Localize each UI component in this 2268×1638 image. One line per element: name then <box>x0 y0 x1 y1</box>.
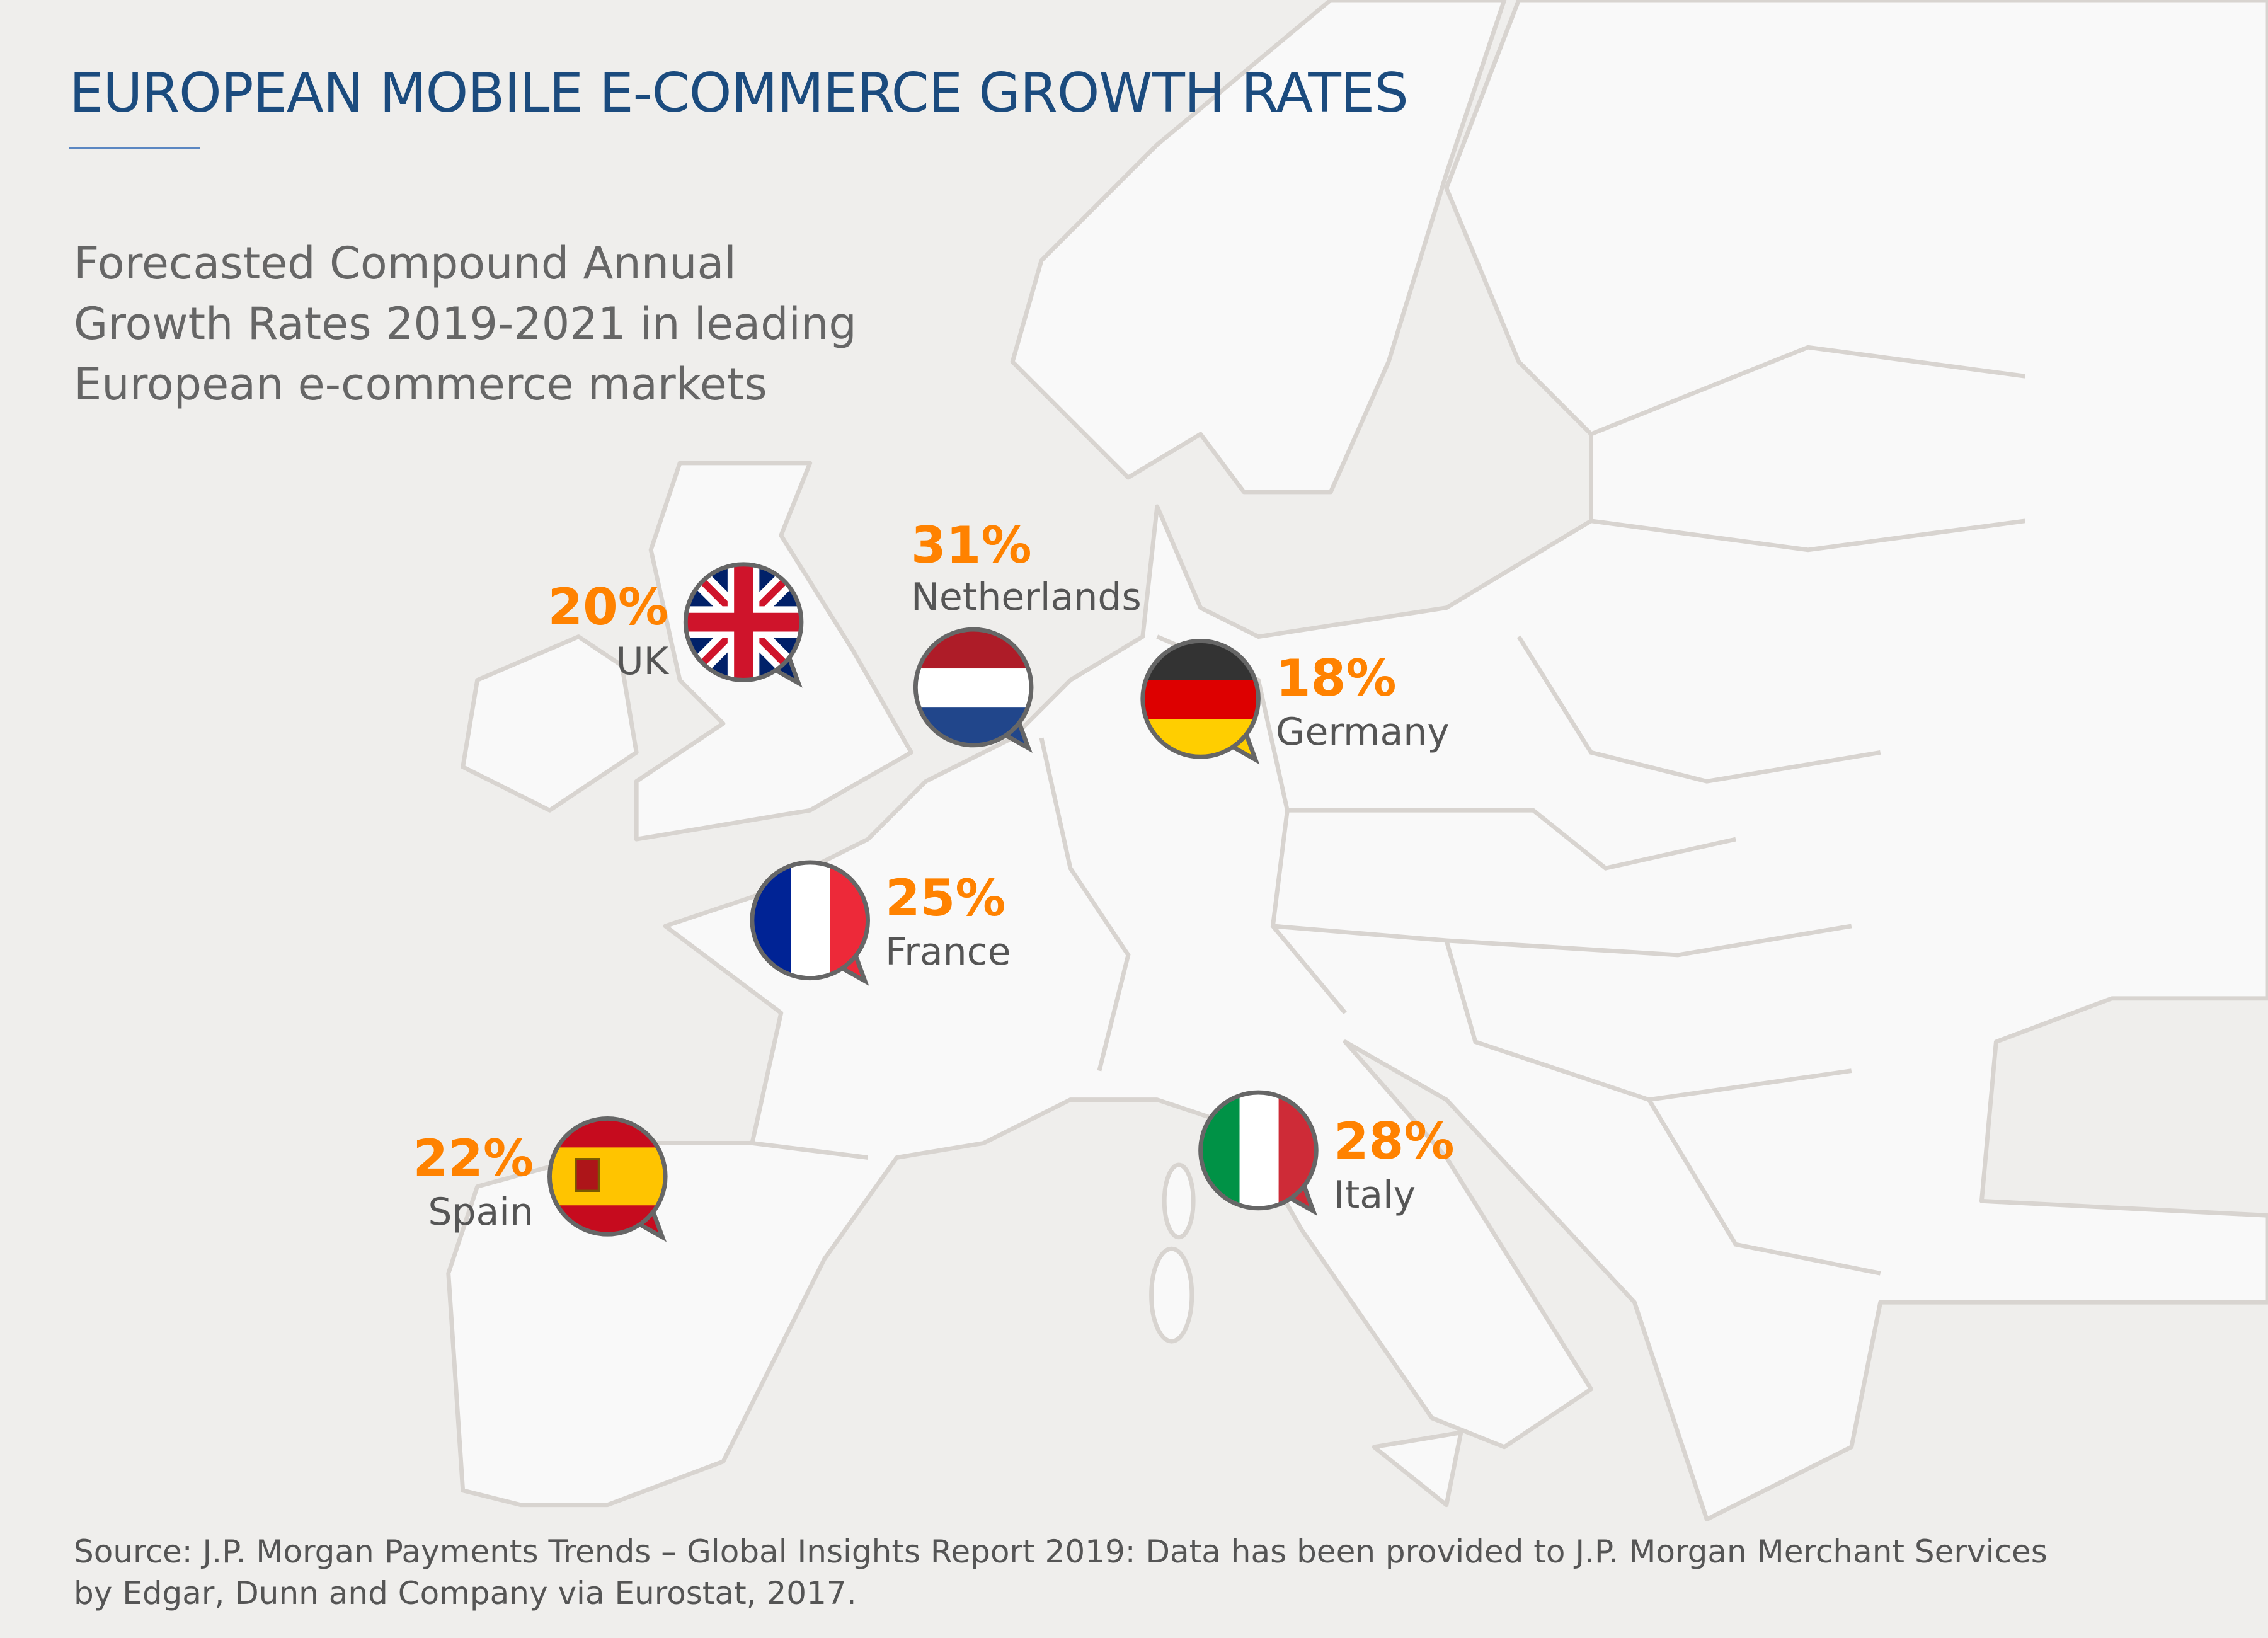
italy-flag-icon <box>1198 1090 1319 1216</box>
france-flag-icon <box>750 860 870 986</box>
italy-label: Italy <box>1334 1173 1416 1217</box>
netherlands-rate: 31% <box>911 516 1032 575</box>
continent-land <box>446 0 2268 1522</box>
italy-rate: 28% <box>1334 1112 1455 1171</box>
sardinia-land <box>1149 1246 1194 1344</box>
france-rate: 25% <box>885 869 1006 927</box>
germany-label: Germany <box>1276 710 1450 754</box>
page-title: EUROPEAN MOBILE E-COMMERCE GROWTH RATES <box>69 62 1409 125</box>
corsica-land <box>1162 1162 1196 1240</box>
uk-label: UK <box>616 639 668 684</box>
title-underline <box>69 147 200 149</box>
netherlands-flag-icon <box>913 627 1034 753</box>
uk-rate: 20% <box>547 578 668 636</box>
scandinavia-land <box>1010 0 1507 495</box>
sicily-land <box>1372 1430 1463 1508</box>
uk-flag-icon <box>683 562 804 688</box>
subtitle: Forecasted Compound Annual Growth Rates … <box>74 238 857 410</box>
spain-label: Spain <box>428 1190 534 1234</box>
netherlands-label: Netherlands <box>911 575 1142 619</box>
germany-flag-icon <box>1140 639 1261 765</box>
source-note: Source: J.P. Morgan Payments Trends – Gl… <box>74 1533 2048 1612</box>
spain-flag-icon <box>547 1116 668 1242</box>
france-label: France <box>885 930 1011 974</box>
ireland-land <box>461 634 639 813</box>
spain-rate: 22% <box>413 1129 534 1188</box>
germany-rate: 18% <box>1276 649 1397 707</box>
